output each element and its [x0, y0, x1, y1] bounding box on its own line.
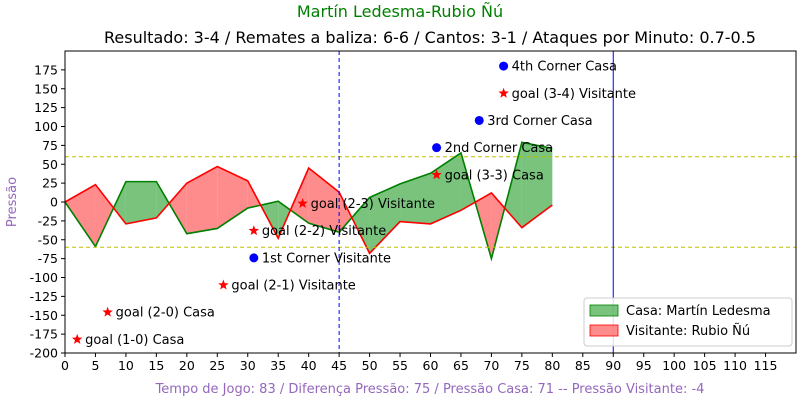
corner-marker — [432, 143, 442, 153]
x-tick-label: 110 — [723, 358, 747, 373]
series-lines — [64, 141, 553, 262]
goal-marker — [71, 333, 83, 344]
annotation-label: 1st Corner Visitante — [262, 251, 391, 266]
x-tick-label: 0 — [61, 358, 69, 373]
chart-subtitle: Resultado: 3-4 / Remates a baliza: 6-6 /… — [104, 28, 756, 47]
annotation-label: goal (2-3) Visitante — [311, 197, 435, 212]
goal-marker — [498, 87, 509, 98]
goal-marker — [102, 306, 113, 317]
area-fill-visitante-7 — [290, 168, 309, 224]
y-tick-label: -200 — [30, 346, 58, 361]
area-fill-casa-7 — [278, 201, 291, 239]
y-tick-label: 25 — [42, 176, 58, 191]
x-tick-label: 15 — [148, 358, 164, 373]
area-fill-visitante-0 — [65, 184, 96, 247]
corner-marker — [499, 61, 509, 71]
y-tick-label: -175 — [30, 327, 58, 342]
legend-swatch-casa — [589, 304, 619, 317]
x-tick-label: 45 — [331, 358, 347, 373]
y-tick-label: -50 — [38, 232, 58, 247]
x-tick-label: 105 — [693, 358, 717, 373]
y-tick-label: 50 — [42, 157, 58, 172]
y-tick-label: 125 — [34, 100, 58, 115]
x-tick-label: 70 — [483, 358, 499, 373]
legend-swatch-visitante — [589, 324, 619, 337]
x-tick-label: 65 — [453, 358, 469, 373]
annotation-label: goal (3-3) Casa — [445, 168, 544, 183]
x-axis-label: Tempo de Jogo: 83 / Diferença Pressão: 7… — [155, 382, 705, 397]
y-axis-label: Pressão — [5, 177, 20, 227]
area-fill-visitante-9 — [339, 192, 352, 233]
area-fill-casa-12 — [430, 152, 461, 224]
x-tick-label: 20 — [179, 358, 195, 373]
x-tick-label: 100 — [662, 358, 686, 373]
area-fill-casa-3 — [156, 181, 170, 218]
x-tick-label: 90 — [605, 358, 621, 373]
x-tick-label: 115 — [754, 358, 778, 373]
area-fill-casa-11 — [400, 173, 431, 224]
goal-marker — [297, 198, 308, 208]
legend-label-visitante: Visitante: Rubio Ñú — [626, 323, 750, 339]
annotation-label: 4th Corner Casa — [512, 60, 617, 75]
legend-box — [583, 297, 793, 347]
x-tick-label: 35 — [270, 358, 286, 373]
x-axis: 0 5 10 15 20 25 30 35 40 45 50 55 60 65 70 75 80 85 90 95 10… — [61, 353, 777, 373]
y-tick-label: 0 — [50, 195, 58, 210]
annotation-label: goal (2-2) Visitante — [262, 224, 386, 239]
series-line-casa — [64, 141, 553, 262]
x-tick-label: 40 — [301, 358, 317, 373]
y-tick-label: -125 — [30, 289, 58, 304]
area-fill-casa-15 — [521, 142, 553, 228]
annotation-label: goal (1-0) Casa — [85, 333, 184, 348]
annotation-label: 2nd Corner Casa — [445, 141, 554, 156]
x-tick-label: 50 — [362, 358, 378, 373]
annotation-label: goal (2-1) Visitante — [231, 279, 355, 294]
area-fill-casa-1 — [113, 181, 126, 224]
corner-marker — [249, 253, 259, 263]
annotation-label: goal (2-0) Casa — [116, 306, 215, 321]
x-tick-label: 85 — [575, 358, 591, 373]
area-fill-visitante-14 — [491, 192, 505, 259]
y-tick-label: -100 — [30, 270, 58, 285]
legend-label-casa: Casa: Martín Ledesma — [626, 304, 771, 319]
y-tick-label: -150 — [30, 308, 58, 323]
y-tick-label: 175 — [34, 62, 58, 77]
y-tick-label: -75 — [38, 251, 58, 266]
x-tick-label: 10 — [118, 358, 134, 373]
annotation-label: goal (3-4) Visitante — [512, 87, 636, 102]
goal-marker — [431, 169, 442, 180]
x-tick-label: 25 — [209, 358, 225, 373]
area-fill-casa-14 — [504, 142, 522, 228]
y-tick-label: 150 — [34, 81, 58, 96]
y-tick-label: -25 — [38, 213, 58, 228]
x-tick-label: 95 — [636, 358, 652, 373]
x-tick-label: 30 — [240, 358, 256, 373]
x-tick-label: 60 — [423, 358, 439, 373]
x-tick-label: 80 — [544, 358, 560, 373]
legend: Casa: Martín Ledesma Visitante: Rubio Ñú — [583, 297, 793, 347]
x-tick-label: 5 — [91, 358, 99, 373]
area-fill-visitante-1 — [95, 184, 114, 247]
annotation-label: 3rd Corner Casa — [487, 114, 592, 129]
area-fill-visitante-8 — [308, 168, 340, 233]
corner-marker — [474, 115, 484, 125]
area-fill-visitante-4 — [186, 166, 218, 234]
area-fill-casa-2 — [125, 181, 157, 224]
event-annotations: goal (1-0) Casa goal (2-0) Casa goal (2-1)… — [71, 60, 636, 348]
goal-marker — [218, 279, 229, 290]
chart-title: Martín Ledesma-Rubio Ñú — [297, 2, 503, 21]
series-line-visitante — [64, 165, 553, 255]
area-fill-visitante-3 — [169, 183, 187, 234]
x-tick-label: 75 — [514, 358, 530, 373]
goal-marker — [248, 225, 260, 236]
area-fill-casa-10 — [369, 183, 401, 254]
y-tick-label: 100 — [34, 119, 58, 134]
area-fill-casa-9 — [351, 197, 370, 254]
y-axis: -200 -175 -150 -125 -100 -75 -50 -25 0 25 50 75 100 1… — [30, 62, 65, 361]
y-tick-label: 75 — [42, 138, 58, 153]
x-tick-label: 55 — [392, 358, 408, 373]
